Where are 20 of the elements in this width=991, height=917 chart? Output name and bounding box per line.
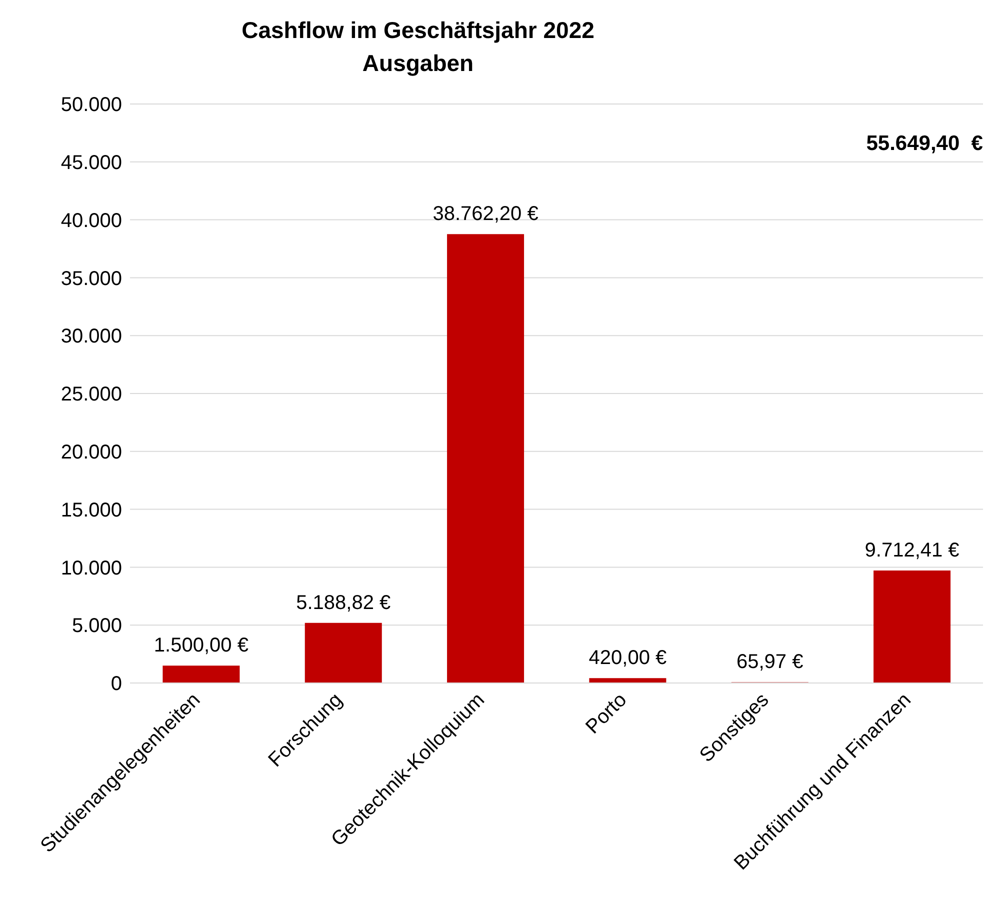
- data-label: 9.712,41 €: [864, 540, 960, 562]
- chart-subtitle: Ausgaben: [361, 49, 475, 78]
- y-tick-label: 45.000: [60, 152, 122, 174]
- y-tick-label: 40.000: [60, 210, 122, 232]
- y-tick-label: 30.000: [60, 326, 122, 348]
- y-tick-label: 25.000: [60, 384, 122, 406]
- data-label: 65,97 €: [736, 651, 804, 674]
- y-tick-label: 15.000: [60, 499, 122, 522]
- data-label: 5.188,82 €: [296, 592, 391, 614]
- y-tick-label: 20.000: [60, 442, 122, 464]
- y-tick-label: 5.000: [72, 615, 122, 638]
- chart-title: Cashflow im Geschäftsjahr 2022: [240, 16, 596, 45]
- data-label: 38.762,20 €: [432, 203, 538, 226]
- data-label: 420,00 €: [588, 647, 667, 670]
- data-label: 1.500,00 €: [154, 634, 248, 657]
- annotation: 55.649,40 €: [866, 132, 983, 156]
- y-tick-label: 0: [110, 673, 122, 696]
- y-tick-label: 50.000: [60, 94, 122, 116]
- y-tick-label: 10.000: [60, 557, 122, 580]
- y-tick-label: 35.000: [60, 268, 122, 290]
